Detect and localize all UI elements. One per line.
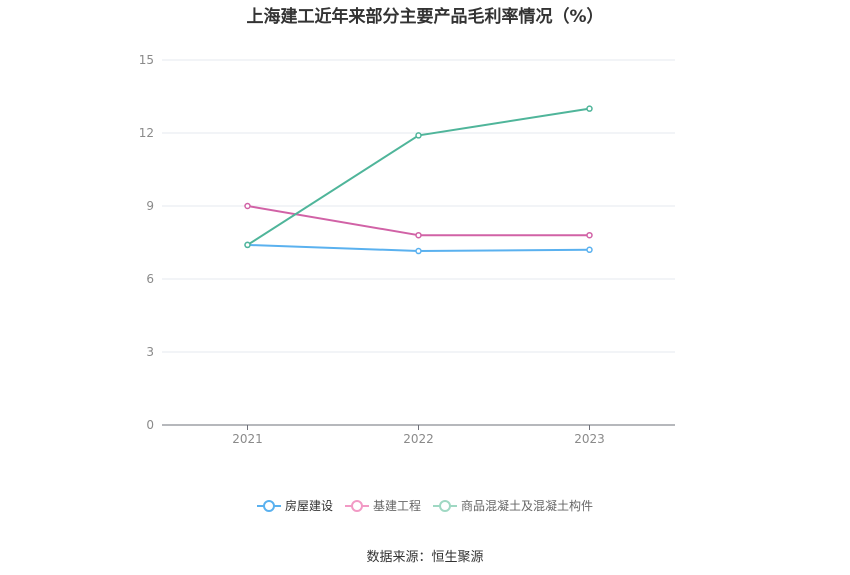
legend-marker-icon xyxy=(344,499,369,513)
chart-title: 上海建工近年来部分主要产品毛利率情况（%） xyxy=(246,7,604,27)
legend-label: 房屋建设 xyxy=(284,499,333,513)
legend-marker-icon xyxy=(433,499,457,513)
data-point xyxy=(244,241,251,249)
y-tick-label: 9 xyxy=(146,199,154,213)
legend-item-infrastructure[interactable]: 基建工程 xyxy=(344,497,421,514)
chart-legend: 房屋建设 基建工程 商品混凝土及混凝土构件 xyxy=(0,497,850,514)
y-tick-label: 6 xyxy=(146,272,154,286)
legend-item-housing[interactable]: 房屋建设 xyxy=(256,497,333,514)
x-tick-label: 2021 xyxy=(232,432,263,446)
x-tick-label: 2022 xyxy=(403,432,434,446)
data-source-note: 数据来源：恒生聚源 xyxy=(366,550,484,565)
data-point xyxy=(415,132,422,139)
x-tick-label: 2023 xyxy=(574,432,605,446)
data-point xyxy=(415,231,422,239)
y-tick-label: 15 xyxy=(139,53,154,67)
data-point xyxy=(586,105,593,112)
y-tick-label: 3 xyxy=(146,345,154,359)
series-line-1 xyxy=(247,205,590,237)
data-point xyxy=(586,231,593,239)
legend-marker-icon xyxy=(256,499,281,513)
series-line-2 xyxy=(246,107,590,246)
data-point xyxy=(244,202,251,210)
legend-item-concrete[interactable]: 商品混凝土及混凝土构件 xyxy=(433,497,593,514)
data-point xyxy=(586,246,593,254)
y-tick-label: 12 xyxy=(139,126,154,140)
y-tick-label: 0 xyxy=(146,418,154,432)
legend-label: 基建工程 xyxy=(372,499,421,513)
legend-label: 商品混凝土及混凝土构件 xyxy=(461,499,594,513)
data-point xyxy=(415,247,422,255)
